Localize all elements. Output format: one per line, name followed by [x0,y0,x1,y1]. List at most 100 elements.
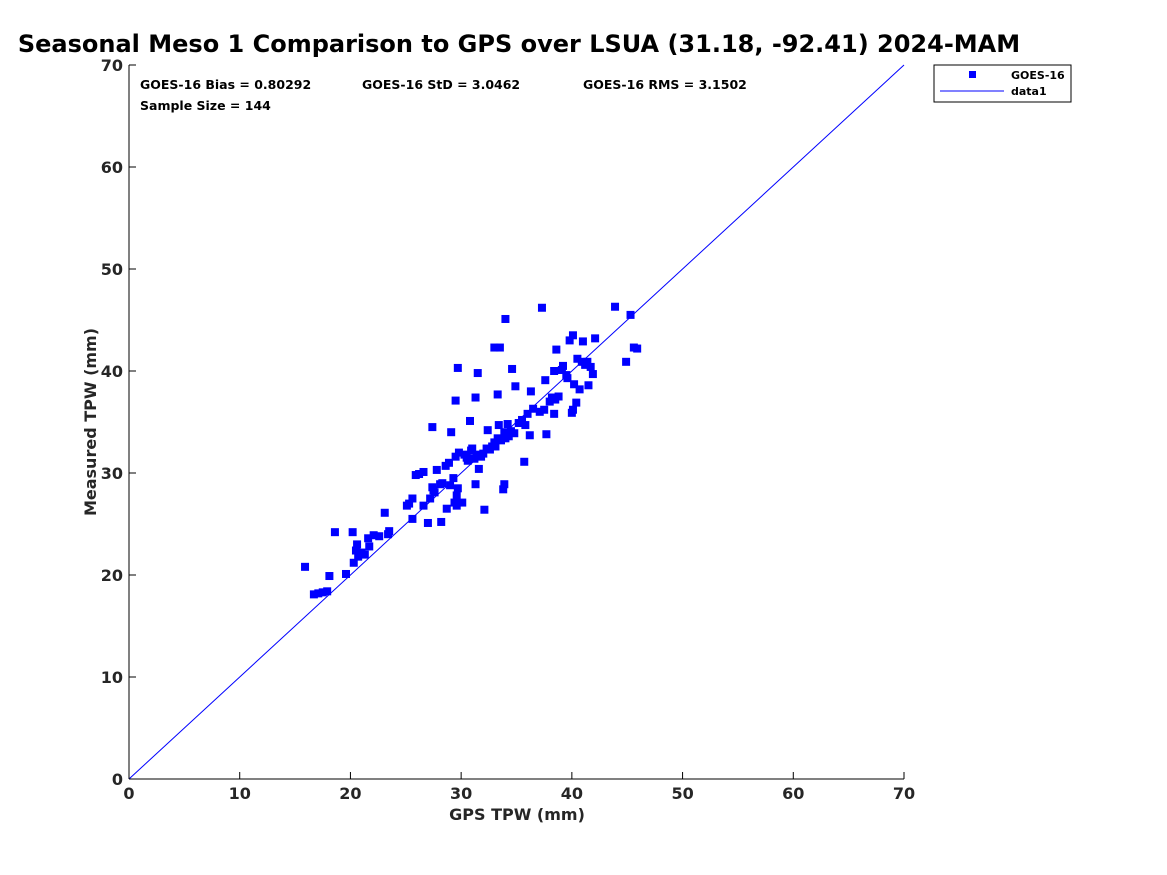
y-tick-label: 60 [101,158,123,177]
data-point [483,426,492,435]
x-axis-label: GPS TPW (mm) [449,805,585,824]
data-point [479,449,488,458]
data-point [565,336,574,345]
data-point [494,421,503,430]
data-point [510,429,519,438]
data-point [518,415,527,424]
data-point [415,470,424,479]
data-point [535,407,544,416]
data-point [453,484,462,493]
data-point [525,431,534,440]
data-point [408,514,417,523]
data-point [451,452,460,461]
bias-annotation: GOES-16 Bias = 0.80292 [140,77,311,92]
data-point [480,505,489,514]
y-tick-label: 30 [101,464,123,483]
data-point [375,532,384,541]
data-point [471,393,480,402]
x-tick-label: 30 [450,784,472,803]
data-point [495,343,504,352]
axes [128,64,905,780]
data-point [364,534,373,543]
x-tick-label: 70 [893,784,915,803]
data-point [452,501,461,510]
data-point [568,331,577,340]
data-point [447,428,456,437]
data-point [446,481,455,490]
data-point [385,527,394,536]
x-tick-labels: 0 10 20 30 40 50 60 70 [123,784,915,803]
data-point [369,531,378,540]
data-point [470,454,479,463]
data-point [426,494,435,503]
legend-marker-square-icon [969,71,976,78]
data-point [500,480,509,489]
data-point [452,491,461,500]
data-point [442,504,451,513]
data-point [437,517,446,526]
data-point [626,310,635,319]
data-point [408,494,417,503]
data-point [529,404,538,413]
data-point [454,448,463,457]
data-point [550,367,559,375]
data-points [301,302,642,599]
data-point [578,337,587,346]
data-point [432,465,441,474]
legend: GOES-16 data1 [933,64,1072,103]
data-point [504,432,513,441]
legend-label-goes16: GOES-16 [1011,69,1065,82]
data-point [584,381,593,390]
data-point [444,458,453,467]
data-point [309,590,318,599]
data-point [419,501,428,510]
x-tick-label: 60 [782,784,804,803]
data-point [466,416,474,425]
legend-box [933,64,1072,103]
data-point [559,361,567,370]
x-tick-label: 50 [671,784,693,803]
data-point [572,398,581,407]
data-point [473,369,482,378]
x-tick-label: 0 [123,784,134,803]
data-point [508,364,517,373]
data-point [557,365,566,374]
std-annotation: GOES-16 StD = 3.0462 [362,77,520,92]
x-tick-label: 40 [561,784,583,803]
data-point [503,420,512,429]
data-point [568,405,577,414]
x-tick-label: 20 [339,784,361,803]
data-point [493,390,502,399]
data-point [301,562,310,571]
y-axis-label: Measured TPW (mm) [81,328,100,516]
y-tick-label: 40 [101,362,123,381]
data-point [591,334,600,343]
data-point [497,436,505,445]
data-point [622,357,631,366]
data-point [582,359,591,368]
data-point [323,587,332,596]
data-point [314,589,323,598]
data-point [342,569,350,578]
data-point [523,409,532,418]
data-point [423,518,432,527]
data-point [365,542,374,551]
data-point [500,428,509,437]
data-point [349,558,358,567]
data-point [491,442,500,451]
data-point [348,528,357,537]
data-point [463,456,472,465]
legend-label-data1: data1 [1011,85,1047,98]
plot-area: 0 10 20 30 40 50 60 70 0 10 20 30 40 50 60 70 [101,56,915,803]
data-point [573,354,582,363]
data-point [511,382,520,391]
data-point [499,485,508,494]
data-point [419,467,428,476]
data-point [490,438,499,447]
data-point [449,474,458,483]
data-point [468,444,477,453]
y-tick-label: 70 [101,56,123,75]
data-point [430,488,439,497]
chart-title: Seasonal Meso 1 Comparison to GPS over L… [18,30,1020,58]
